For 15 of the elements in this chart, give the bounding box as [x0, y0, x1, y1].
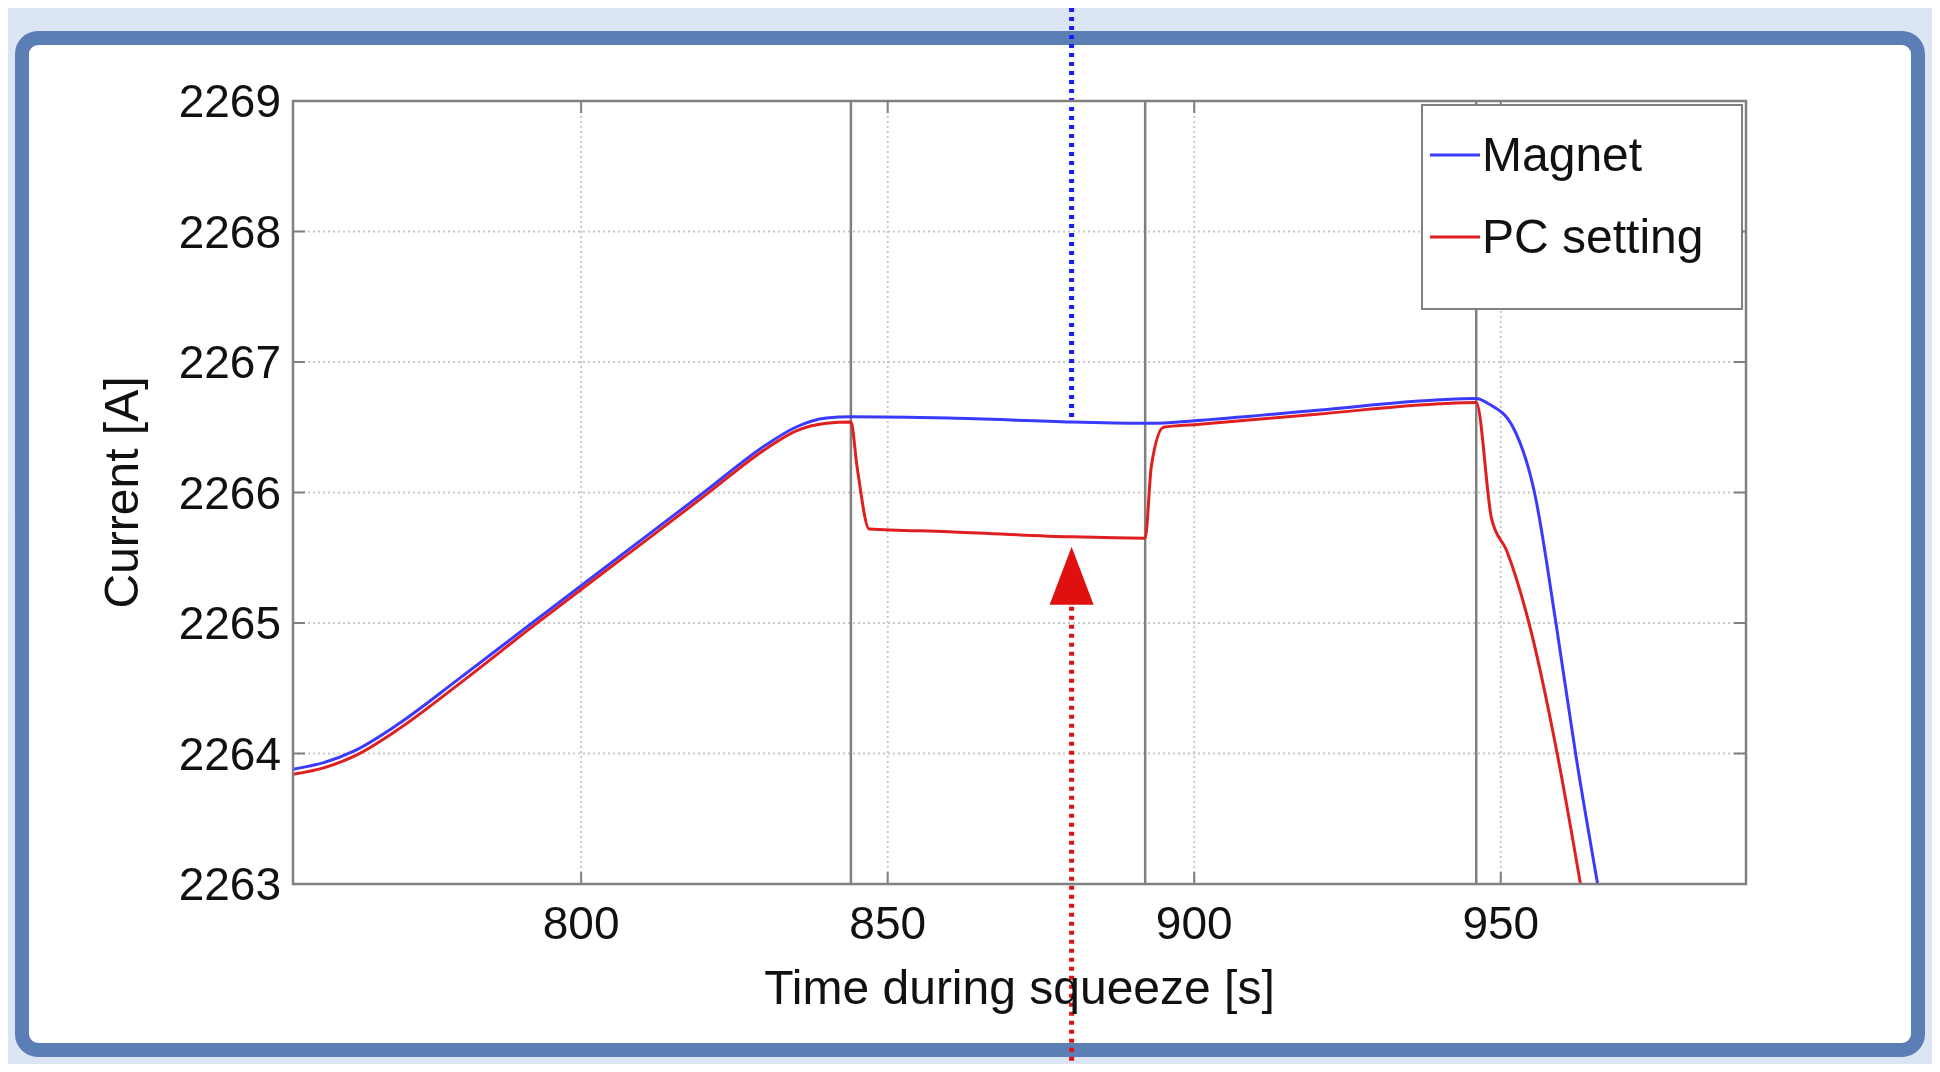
legend-label: PC setting	[1482, 210, 1704, 263]
y-tick-label: 2266	[178, 466, 281, 519]
x-tick-label: 850	[849, 897, 927, 949]
y-tick-label: 2267	[178, 336, 281, 388]
y-tick-label: 2264	[178, 727, 281, 780]
y-tick-label: 2263	[178, 858, 281, 910]
x-tick-label: 950	[1462, 897, 1540, 949]
x-axis-title: Time during squeeze [s]	[764, 961, 1275, 1014]
x-tick-label: 800	[542, 897, 620, 949]
x-tick-label: 900	[1155, 897, 1233, 949]
y-tick-label: 2269	[178, 75, 281, 127]
y-axis-title: Current [A]	[95, 376, 148, 609]
legend-label: Magnet	[1482, 128, 1643, 181]
y-tick-label: 2268	[178, 205, 281, 258]
y-tick-label: 2265	[178, 597, 281, 649]
